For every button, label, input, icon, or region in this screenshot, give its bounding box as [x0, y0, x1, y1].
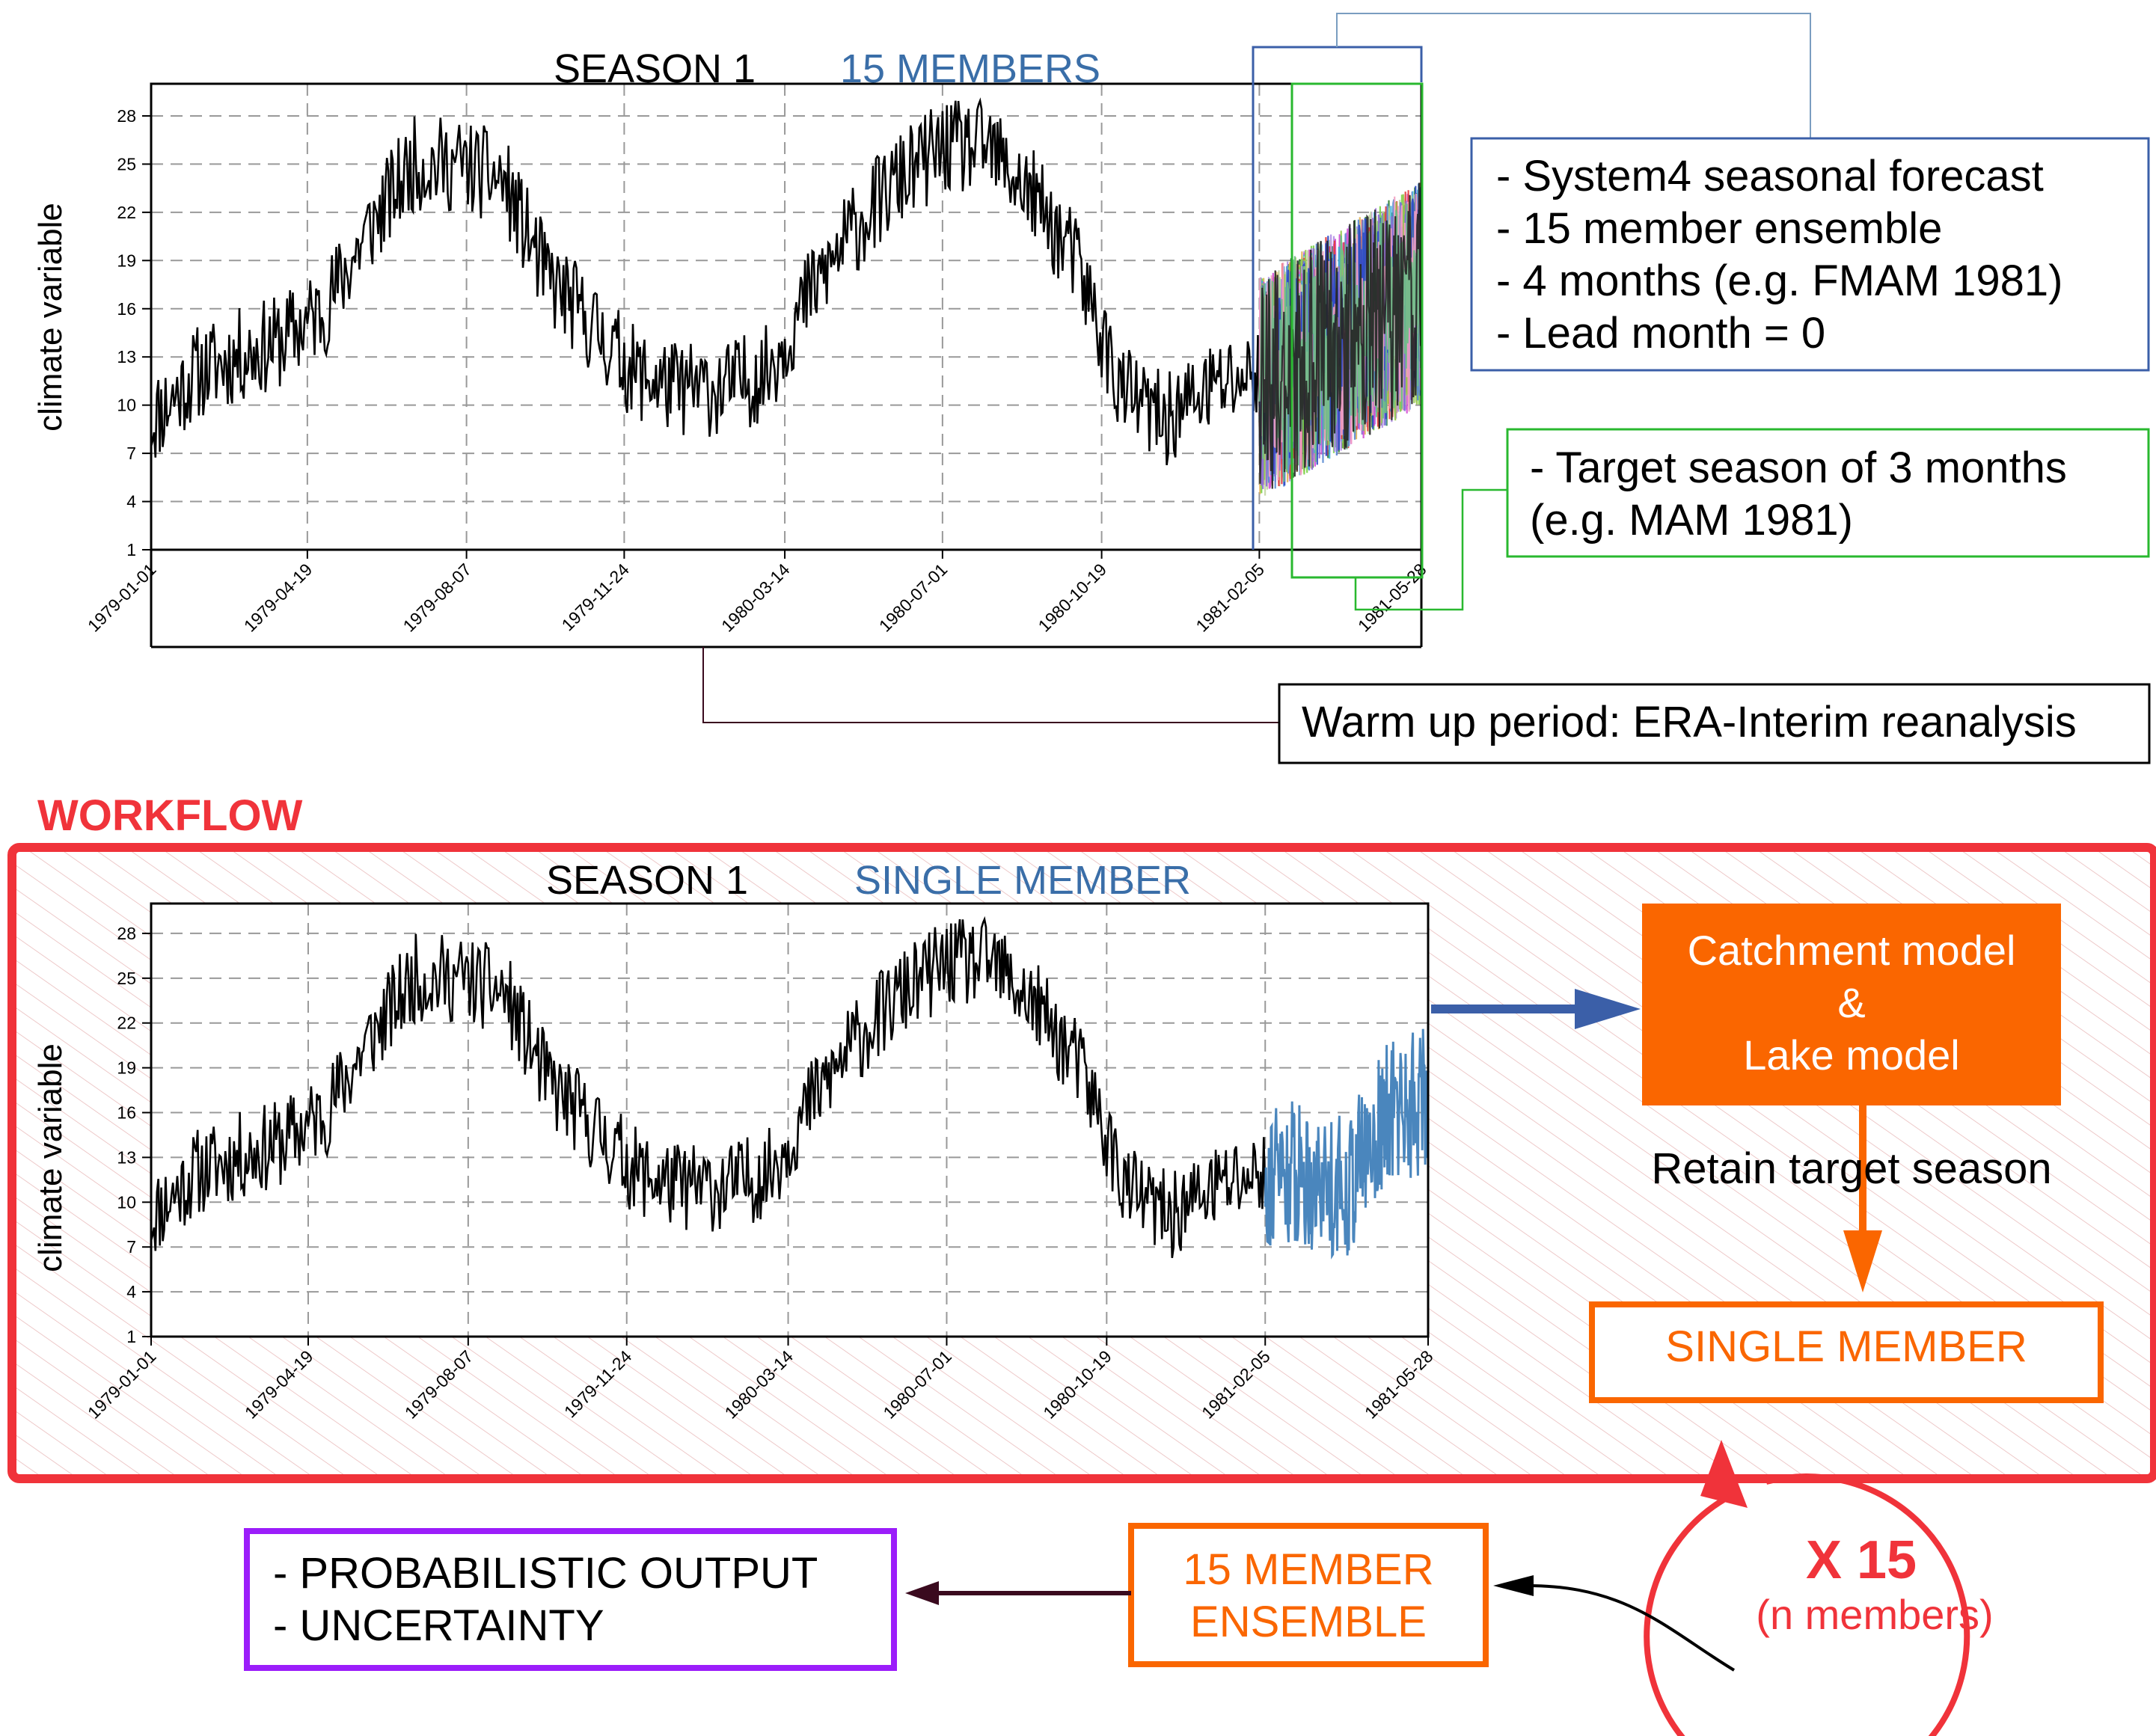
observed-series-line	[150, 97, 1261, 465]
x-tick-label: 1979-08-07	[399, 559, 476, 636]
warmup-info-box: Warm up period: ERA-Interim reanalysis	[1278, 683, 2151, 764]
bottom-chart: SEASON 1 SINGLE MEMBER climate variable …	[32, 858, 1437, 1423]
bottom-chart-title-season: SEASON 1	[546, 858, 748, 903]
x-tick-label: 1980-07-01	[875, 559, 952, 636]
workflow-label: WORKFLOW	[37, 791, 303, 840]
forecast-bracket	[1252, 46, 1423, 82]
ensemble-member-line	[1258, 183, 1423, 489]
ensemble-line-2: ENSEMBLE	[1190, 1598, 1427, 1646]
forecast-line-1: - System4 seasonal forecast	[1496, 152, 2044, 200]
ensemble-box: 15 MEMBER ENSEMBLE	[1128, 1523, 1489, 1667]
output-box: - PROBABILISTIC OUTPUT - UNCERTAINTY	[244, 1528, 897, 1671]
forecast-info-box: - System4 seasonal forecast - 15 member …	[1470, 137, 2150, 372]
top-chart-grid	[151, 84, 1421, 550]
model-box: Catchment model & Lake model	[1642, 904, 2061, 1105]
top-chart-series	[150, 97, 1261, 465]
y-tick-label: 28	[117, 924, 136, 943]
top-chart-ensemble	[1258, 183, 1423, 496]
loop-to-ensemble-arrow	[1493, 1575, 1736, 1672]
y-tick-label: 1	[126, 1327, 136, 1346]
single-member-box: SINGLE MEMBER	[1589, 1301, 2104, 1403]
y-tick-label: 16	[117, 1103, 136, 1123]
to-model-arrow	[1431, 989, 1641, 1029]
y-tick-label: 19	[117, 1058, 136, 1078]
y-tick-label: 22	[117, 1013, 136, 1033]
plot-frame	[150, 82, 1423, 551]
y-tick-label: 1	[126, 540, 136, 559]
output-line-2: - UNCERTAINTY	[273, 1601, 604, 1650]
y-tick-label: 4	[126, 492, 136, 512]
forecast-line-2: - 15 member ensemble	[1496, 204, 1942, 253]
y-tick-label: 19	[117, 251, 136, 270]
y-tick-label: 4	[126, 1282, 136, 1301]
model-line-3: Lake model	[1743, 1031, 1960, 1079]
forecast-line-3: - 4 months (e.g. FMAM 1981)	[1496, 257, 2062, 305]
retain-target-season-text: Retain target season	[1651, 1144, 2051, 1193]
x-tick-label: 1979-01-01	[84, 559, 160, 636]
y-tick-label: 7	[126, 1237, 136, 1257]
x-tick-label: 1979-11-24	[558, 559, 634, 635]
single-member-text: SINGLE MEMBER	[1665, 1322, 2027, 1371]
model-line-1: Catchment model	[1688, 927, 2016, 974]
bottom-chart-series	[150, 915, 1430, 1260]
forecast-connector	[1336, 13, 1811, 138]
output-line-1: - PROBABILISTIC OUTPUT	[273, 1549, 818, 1598]
x-tick-label: 1979-04-19	[240, 559, 316, 636]
model-line-2: &	[1837, 979, 1865, 1026]
y-tick-label: 16	[117, 299, 136, 319]
warmup-text: Warm up period: ERA-Interim reanalysis	[1302, 698, 2077, 746]
top-chart: SEASON 1 15 MEMBERS climate variable 147…	[32, 46, 1430, 648]
target-season-info-box: - Target season of 3 months (e.g. MAM 19…	[1506, 428, 2150, 558]
x-tick-label: 1980-03-14	[717, 559, 794, 636]
bottom-chart-ylabel: climate variable	[32, 1043, 69, 1272]
y-tick-label: 10	[117, 396, 136, 415]
x-tick-label: 1981-05-28	[1354, 559, 1430, 636]
target-line-1: - Target season of 3 months	[1530, 444, 2067, 492]
target-connector	[1354, 488, 1507, 611]
top-chart-ylabel: climate variable	[32, 203, 69, 432]
y-tick-label: 28	[117, 106, 136, 126]
y-tick-label: 10	[117, 1192, 136, 1212]
warmup-connector	[702, 647, 1279, 723]
top-annotation-connectors	[702, 13, 1811, 723]
ensemble-line-1: 15 MEMBER	[1183, 1545, 1433, 1594]
target-line-2: (e.g. MAM 1981)	[1530, 496, 1853, 545]
y-tick-label: 25	[117, 969, 136, 988]
observed-series-line	[150, 915, 1267, 1258]
x-tick-label: 1981-02-05	[1192, 559, 1268, 636]
y-tick-label: 22	[117, 203, 136, 222]
y-tick-label: 7	[126, 444, 136, 463]
y-tick-label: 13	[117, 347, 136, 366]
y-tick-label: 25	[117, 154, 136, 174]
forecast-line-4: - Lead month = 0	[1496, 309, 1825, 358]
target-season-box	[1290, 82, 1424, 579]
loop-count-text: X 15	[1806, 1530, 1917, 1590]
retain-arrow	[1843, 1105, 1882, 1292]
loop-members-text: (n members)	[1756, 1591, 1993, 1638]
bottom-chart-title-member: SINGLE MEMBER	[854, 858, 1191, 903]
forecast-member-line	[1264, 1028, 1430, 1260]
x-tick-label: 1980-10-19	[1035, 559, 1111, 636]
ensemble-to-output-arrow	[905, 1581, 1131, 1605]
y-tick-label: 13	[117, 1147, 136, 1167]
plot-frame	[150, 902, 1430, 1338]
loop-indicator: X 15 (n members)	[1644, 1440, 1994, 1736]
